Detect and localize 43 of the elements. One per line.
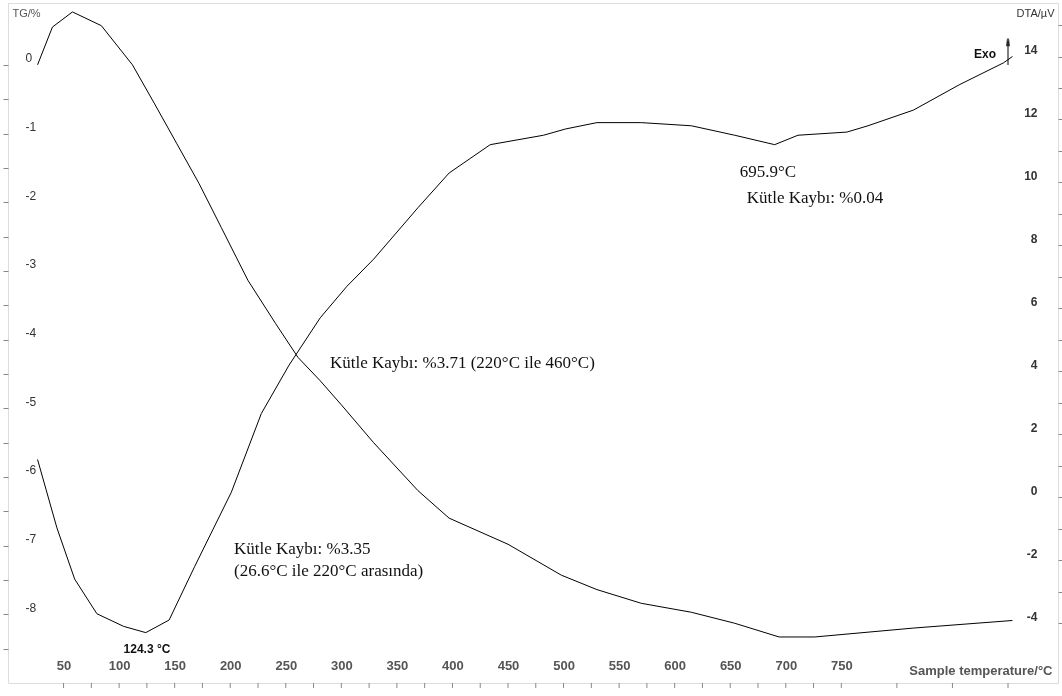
y2-tick-label: 0 [1030,483,1038,498]
x-tick-label: 50 [56,657,72,673]
y2-tick-label: 12 [1024,105,1038,120]
y-tick-label: -1 [25,120,37,135]
x-tick-label: 100 [108,657,131,673]
x-tick-label: 350 [386,657,409,673]
x-tick-label: 250 [275,657,298,673]
y-tick-label: -7 [25,532,37,547]
annotation: 124.3 °C [123,642,171,656]
y-tick-label: -5 [25,394,37,409]
x-tick-label: 750 [830,657,853,673]
x-tick-label: 500 [553,657,575,673]
annotation: Exo [973,47,996,61]
x-tick-label: 650 [719,657,742,673]
annotation: Kütle Kaybı: %3.35 (26.6°C ile 220°C arasında) [234,539,424,580]
y2-tick-label: 14 [1024,43,1038,58]
y-tick-label: -4 [25,326,37,341]
x-axis-title: Sample temperature/°C [909,662,1054,678]
y2-tick-label: -2 [1026,546,1038,561]
x-tick-label: 450 [497,657,520,673]
y-tick-label: -8 [25,600,37,615]
x-tick-label: 150 [164,657,187,673]
x-tick-label: 200 [219,657,242,673]
x-tick-label: 400 [442,657,464,673]
x-tick-label: 600 [664,657,687,673]
y-tick-label: -3 [25,257,37,272]
y-tick-label: -2 [25,188,37,203]
x-tick-label: 550 [608,657,631,673]
annotation: Kütle Kaybı: %3.71 (220°C ile 460°C) [330,353,595,372]
y2-tick-label: 2 [1030,420,1038,435]
y-tick-label: -6 [25,463,37,478]
y2-tick-label: 6 [1030,294,1038,309]
annotation: Kütle Kaybı: %0.04 [746,188,884,207]
x-tick-label: 700 [775,657,798,673]
x-tick-label: 300 [330,657,353,673]
y2-tick-label: -4 [1026,609,1038,624]
y2-tick-label: 8 [1030,231,1038,246]
y2-tick-label: 10 [1024,168,1038,183]
y-tick-label: 0 [25,51,33,66]
y-axis-title: TG/% [12,6,41,19]
y2-tick-label: 4 [1030,357,1038,372]
y2-axis-title: DTA/µV [1016,6,1056,19]
annotation: 695.9°C [739,162,797,181]
